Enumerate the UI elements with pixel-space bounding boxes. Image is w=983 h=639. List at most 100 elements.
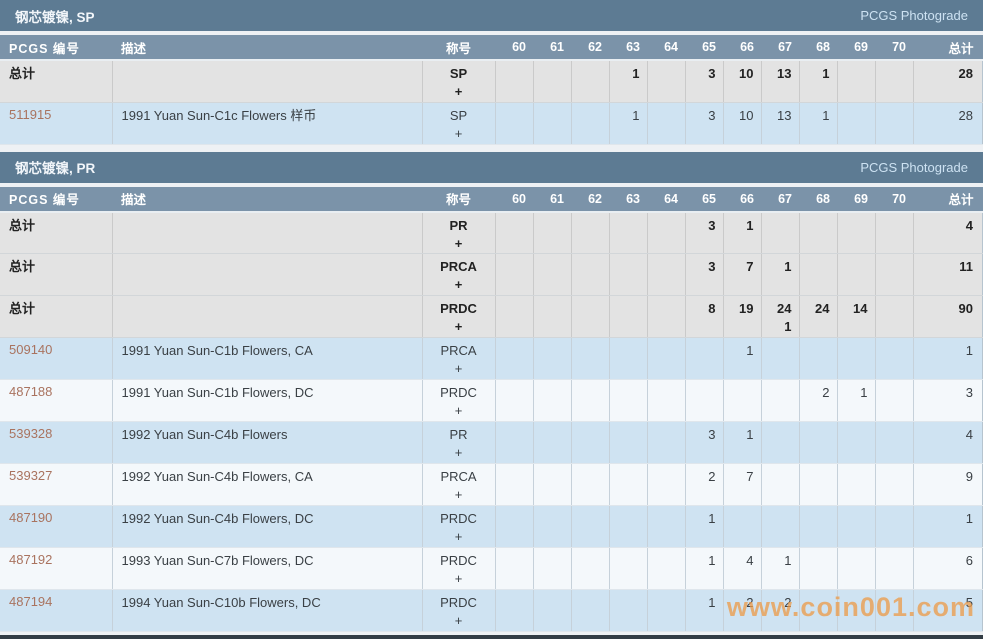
- grade-plus-count: [579, 318, 602, 336]
- grade-plus-count: [579, 570, 602, 588]
- grade-count: [655, 468, 678, 486]
- grade-plus-count: [769, 444, 792, 462]
- grade-cell-66: 19: [723, 295, 762, 338]
- grade-cell-70: [875, 102, 914, 145]
- grade-plus-count: [541, 612, 564, 630]
- grade-count: [807, 468, 830, 486]
- description-text: 1991 Yuan Sun-C1b Flowers, CA: [121, 343, 313, 358]
- grade-plus-count: [617, 318, 640, 336]
- grade-count: [883, 468, 906, 486]
- row-total-value: 3: [965, 385, 973, 400]
- grade-cell-67: [761, 505, 800, 548]
- grade-cell-60: [495, 60, 534, 103]
- grade-cell-65: 2: [685, 463, 724, 506]
- designation-cell: PRDC +: [422, 505, 496, 548]
- description-text: 1992 Yuan Sun-C4b Flowers: [121, 427, 288, 442]
- grade-count: [579, 384, 602, 402]
- grade-plus-count: [541, 402, 564, 420]
- column-header-row: PCGS 编号 描述 称号 60 61 62 63 64 65 66 67 68…: [0, 35, 983, 61]
- grade-plus-count: [769, 235, 792, 253]
- grade-plus-count: [503, 125, 526, 143]
- grade-count: [541, 552, 564, 570]
- grade-plus-count: [579, 125, 602, 143]
- grade-count: [579, 65, 602, 83]
- pcgs-number-link[interactable]: 539328: [9, 426, 53, 441]
- grade-plus-count: [731, 486, 754, 504]
- pcgs-number-link[interactable]: 487192: [9, 552, 53, 567]
- photograde-link[interactable]: PCGS Photograde: [860, 8, 968, 23]
- pcgs-number-cell: 487188: [0, 379, 113, 422]
- grade-count: 10: [739, 107, 754, 123]
- grade-cell-70: [875, 547, 914, 590]
- grade-count: 2: [708, 469, 716, 484]
- photograde-link[interactable]: PCGS Photograde: [860, 159, 968, 175]
- grade-cell-61: [533, 211, 572, 254]
- grade-cell-70: [875, 505, 914, 548]
- grade-cell-69: [837, 547, 876, 590]
- grade-cell-64: [647, 421, 686, 464]
- grade-cell-63: 1: [609, 60, 648, 103]
- grade-plus-count: [693, 528, 716, 546]
- grade-plus-count: [807, 235, 830, 253]
- grade-count: [655, 594, 678, 612]
- grade-count: [883, 107, 906, 125]
- grade-count: [541, 594, 564, 612]
- grade-plus-count: [541, 444, 564, 462]
- grade-count: 13: [777, 66, 792, 81]
- pcgs-number-cell: 487192: [0, 547, 113, 590]
- grade-cell-63: [609, 589, 648, 632]
- description-cell: [112, 60, 423, 103]
- description-text: [122, 300, 413, 318]
- designation-plus: +: [454, 319, 463, 334]
- section-header-sp: 钢芯镀镍, SP PCGS Photograde: [0, 0, 983, 31]
- grade-cell-64: [647, 337, 686, 380]
- row-total-value: 5: [965, 595, 973, 610]
- grade-plus-count: [693, 612, 716, 630]
- pcgs-number-link[interactable]: 487194: [9, 594, 53, 609]
- grade-plus-count: [503, 444, 526, 462]
- grade-cell-66: [723, 379, 762, 422]
- grade-cell-67: [761, 463, 800, 506]
- description-text: [122, 217, 413, 235]
- grade-plus-count: [883, 612, 906, 630]
- grade-plus-count: [731, 444, 754, 462]
- description-cell: 1992 Yuan Sun-C4b Flowers: [112, 421, 423, 464]
- pcgs-number-link[interactable]: 487188: [9, 384, 53, 399]
- grade-count: 2: [746, 595, 754, 610]
- grade-count: [617, 300, 640, 318]
- grade-count: [541, 107, 564, 125]
- grade-count: [655, 217, 678, 235]
- grade-count: 10: [739, 66, 754, 81]
- pcgs-number-link[interactable]: 539327: [9, 468, 53, 483]
- grade-plus-count: [845, 612, 868, 630]
- grade-cell-69: 1: [837, 379, 876, 422]
- grade-count: [769, 510, 792, 528]
- description-cell: 1991 Yuan Sun-C1b Flowers, DC: [112, 379, 423, 422]
- grade-cell-69: [837, 463, 876, 506]
- grade-plus-count: [579, 276, 602, 294]
- grade-plus-count: [579, 360, 602, 378]
- grade-plus-count: [617, 125, 640, 143]
- grade-cell-62: [571, 505, 610, 548]
- pcgs-number-link[interactable]: 511915: [9, 106, 52, 122]
- pcgs-number-cell: 总计: [0, 253, 113, 296]
- pcgs-number-link[interactable]: 487190: [9, 510, 53, 525]
- grade-plus-count: [807, 570, 830, 588]
- grade-cell-67: 24 1: [761, 295, 800, 338]
- col-header-grade-66: 66: [723, 35, 761, 61]
- grade-plus-count: [883, 402, 906, 420]
- grade-count: [845, 468, 868, 486]
- row-total-value: 4: [965, 427, 973, 442]
- grade-cell-69: [837, 337, 876, 380]
- grade-cell-67: [761, 379, 800, 422]
- grade-count: [503, 65, 526, 83]
- designation-cell: PRDC +: [422, 589, 496, 632]
- designation-plus: +: [454, 445, 463, 460]
- pcgs-number-link[interactable]: 509140: [9, 342, 53, 357]
- grade-count: [883, 300, 906, 318]
- grade-cell-68: [799, 505, 838, 548]
- grade-count: [845, 107, 868, 125]
- grade-cell-65: [685, 379, 724, 422]
- grade-plus-count: [845, 235, 868, 253]
- grade-count: 1: [784, 553, 792, 568]
